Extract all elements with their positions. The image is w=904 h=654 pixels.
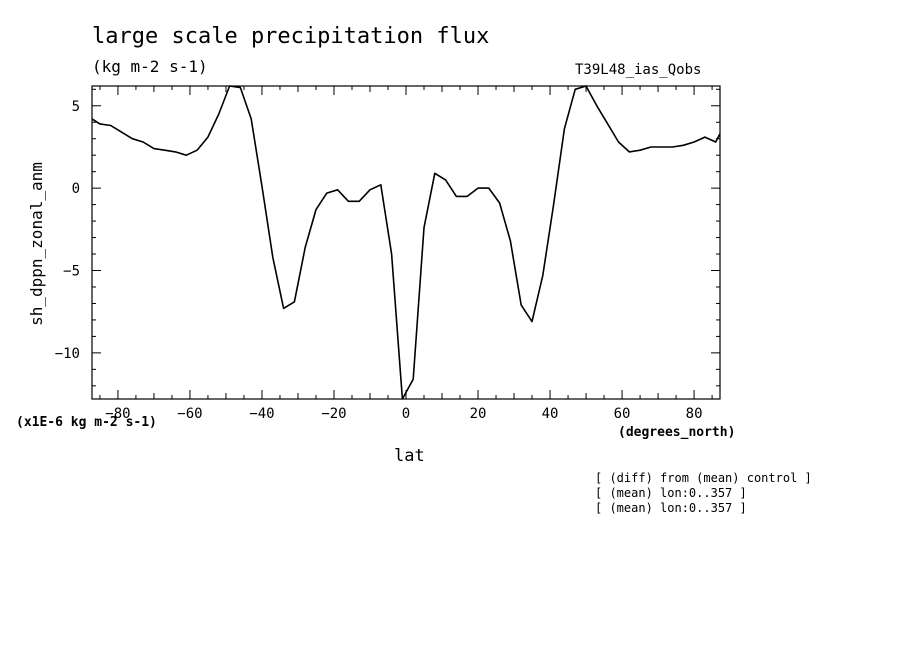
x-axis-units: (degrees_north) [618,425,736,440]
x-tick-label: −40 [249,406,274,422]
annotation-notes: [ (diff) from (mean) control ] [ (mean) … [595,471,812,516]
x-tick-label: −60 [177,406,202,422]
x-tick-label: −20 [321,406,346,422]
x-tick-label: 20 [470,406,487,422]
y-tick-label: 5 [72,99,80,115]
plot-frame [91,85,721,400]
y-tick-label: −5 [63,264,80,280]
y-tick-label: 0 [72,181,80,197]
run-name: T39L48_ias_Qobs [575,62,702,78]
series-line [91,85,721,400]
annotation-note: [ (mean) lon:0..357 ] [595,501,747,515]
annotation-note: [ (diff) from (mean) control ] [595,471,812,485]
x-tick-label: −80 [105,406,130,422]
annotation-note: [ (mean) lon:0..357 ] [595,486,747,500]
x-tick-label: 0 [402,406,410,422]
x-axis-label: lat [394,446,425,466]
chart-title: large scale precipitation flux [92,24,490,49]
y-tick-label: −10 [55,346,80,362]
x-tick-label: 40 [542,406,559,422]
x-tick-label: 80 [686,406,703,422]
scale-note: (x1E-6 kg m-2 s-1) [16,415,157,430]
x-tick-label: 60 [614,406,631,422]
chart-units: (kg m-2 s-1) [92,57,208,76]
